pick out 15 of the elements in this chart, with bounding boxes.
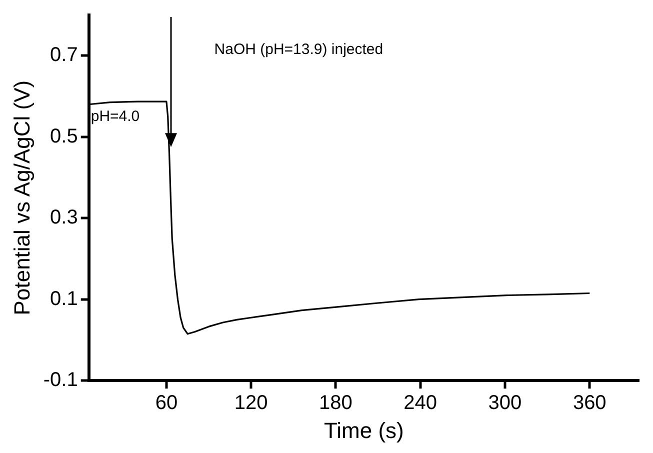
x-tick-label: 120 <box>234 392 268 414</box>
y-tick-label: 0.3 <box>50 206 78 229</box>
y-axis-title: Potential vs Ag/AgCl (V) <box>9 80 34 316</box>
y-tick-label: 0.7 <box>50 44 78 66</box>
x-tick-label: 300 <box>488 392 522 414</box>
annotation: pH=4.0 <box>90 108 140 126</box>
x-tick-label: 180 <box>319 392 352 414</box>
x-tick-label: 60 <box>155 392 178 414</box>
annotation: NaOH (pH=13.9) injected <box>214 41 384 58</box>
x-tick-label: 240 <box>404 392 438 414</box>
y-tick-label: -0.1 <box>43 369 78 392</box>
x-axis-title: Time (s) <box>324 418 404 443</box>
y-tick-label: 0.1 <box>50 288 78 310</box>
y-tick-label: 0.5 <box>50 125 78 148</box>
x-tick-label: 360 <box>572 392 606 414</box>
